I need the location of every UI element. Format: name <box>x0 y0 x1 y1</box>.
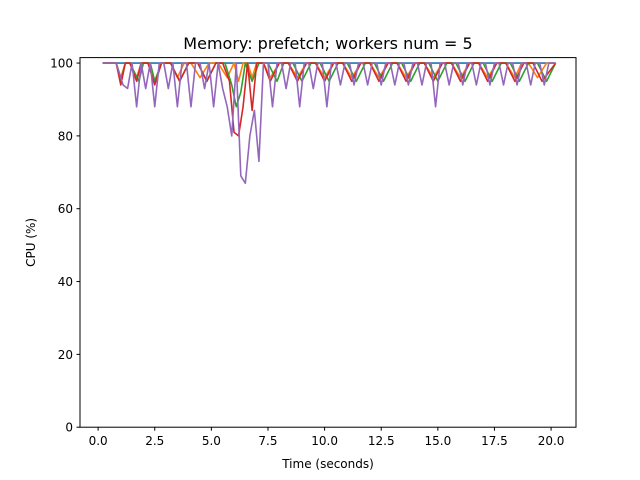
chart-title: Memory: prefetch; workers num = 5 <box>183 34 472 53</box>
x-tick-label: 17.5 <box>481 434 508 448</box>
y-tick-label: 100 <box>50 57 73 71</box>
plot-frame <box>79 57 577 428</box>
series-layer <box>102 62 557 185</box>
series-line-5 <box>102 62 556 185</box>
x-tick-label: 7.5 <box>258 434 277 448</box>
x-tick-label: 20.0 <box>538 434 565 448</box>
y-axis-label: CPU (%) <box>24 218 38 267</box>
x-axis-label: Time (seconds) <box>281 457 374 471</box>
x-tick-label: 15.0 <box>424 434 451 448</box>
y-tick-label: 60 <box>58 202 73 216</box>
x-tick-label: 0.0 <box>89 434 108 448</box>
y-tick-label: 40 <box>58 275 73 289</box>
x-tick-label: 5.0 <box>202 434 221 448</box>
x-tick-label: 12.5 <box>368 434 395 448</box>
x-tick-label: 10.0 <box>311 434 338 448</box>
x-tick-label: 2.5 <box>145 434 164 448</box>
y-tick-label: 20 <box>58 348 73 362</box>
y-tick-label: 80 <box>58 129 73 143</box>
x-axis-ticks: 0.0 2.5 5.0 7.5 10.0 12.5 15.0 17.5 20.0 <box>89 427 565 448</box>
y-axis-ticks: 0 20 40 60 80 100 <box>50 57 80 435</box>
y-tick-label: 0 <box>65 421 73 435</box>
